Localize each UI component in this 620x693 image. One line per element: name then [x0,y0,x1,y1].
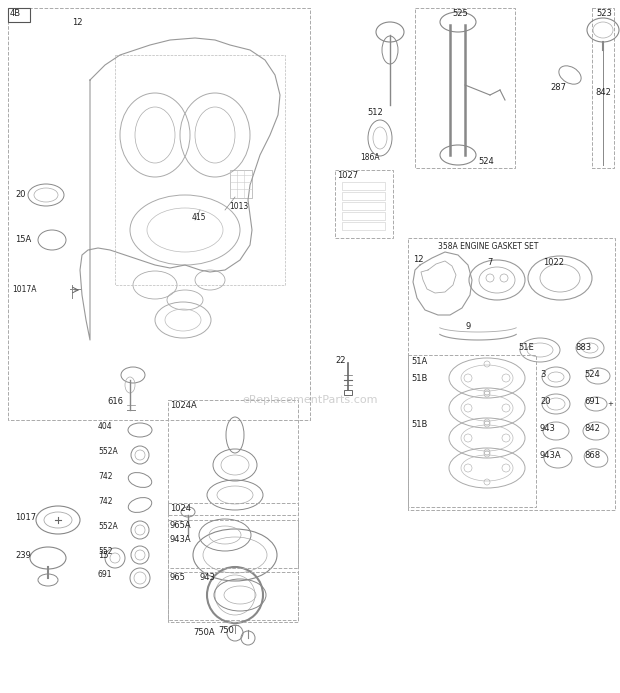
Bar [408,355,536,507]
Text: 51B: 51B [411,420,427,429]
Text: 7: 7 [487,258,492,267]
Text: 965A: 965A [170,521,192,530]
Text: 742: 742 [98,472,112,481]
Bar [342,202,385,210]
Bar [592,8,614,168]
Text: 750A: 750A [193,628,215,637]
Bar [342,212,385,220]
Text: 15A: 15A [15,235,31,244]
Text: 742: 742 [98,497,112,506]
Text: 943A: 943A [170,535,192,544]
Text: +: + [607,401,613,407]
Text: 943: 943 [540,424,556,433]
Text: 358A ENGINE GASKET SET: 358A ENGINE GASKET SET [438,242,538,251]
Text: 883: 883 [575,343,591,352]
Text: 20: 20 [15,190,25,199]
Text: 1017A: 1017A [12,285,37,294]
Text: 12: 12 [413,255,423,264]
Text: 3: 3 [540,370,546,379]
Text: 842: 842 [595,88,611,97]
Bar [342,192,385,200]
Text: 239: 239 [15,551,31,560]
Bar [344,390,352,395]
Text: 9: 9 [465,322,470,331]
Text: 1024A: 1024A [170,401,197,410]
Bar [168,503,298,568]
Text: 1017: 1017 [15,513,36,522]
Text: 51B: 51B [411,374,427,383]
Text: 943A: 943A [540,451,562,460]
Text: 186A: 186A [360,153,379,162]
Text: 868: 868 [584,451,600,460]
Text: 4B: 4B [10,9,21,18]
Text: 512: 512 [367,108,383,117]
Text: 15: 15 [98,551,108,560]
Text: eReplacementParts.com: eReplacementParts.com [242,395,378,405]
Text: 287: 287 [550,83,566,92]
Bar [8,8,30,22]
Text: 965: 965 [170,573,186,582]
Text: 1027: 1027 [337,171,358,180]
Bar [335,170,393,238]
Bar [8,8,310,420]
Bar [342,222,385,230]
Text: 552A: 552A [98,522,118,531]
Text: 525: 525 [452,9,467,18]
Text: 943: 943 [200,573,216,582]
Text: 552A: 552A [98,447,118,456]
Bar [115,55,285,285]
Text: 750: 750 [218,626,234,635]
Bar [168,400,298,515]
Text: 523: 523 [596,9,612,18]
Text: 415: 415 [192,213,206,222]
Bar [408,238,615,510]
Text: 842: 842 [584,424,600,433]
Text: 691: 691 [98,570,112,579]
Bar [342,182,385,190]
Bar [230,170,252,198]
Text: 552: 552 [98,547,112,556]
Text: 22: 22 [335,356,345,365]
Text: 1022: 1022 [543,258,564,267]
Text: 616: 616 [107,397,123,406]
Text: 51A: 51A [411,357,427,366]
Text: 1024: 1024 [170,504,191,513]
Text: 1013: 1013 [229,202,248,211]
Text: 691: 691 [584,397,600,406]
Text: 524: 524 [478,157,494,166]
Text: 12: 12 [72,18,82,27]
Bar [168,520,298,620]
Text: 20: 20 [540,397,551,406]
Text: 51E: 51E [518,343,534,352]
Bar [168,572,298,622]
Text: 404: 404 [98,422,113,431]
Text: 524: 524 [584,370,600,379]
Bar [415,8,515,168]
